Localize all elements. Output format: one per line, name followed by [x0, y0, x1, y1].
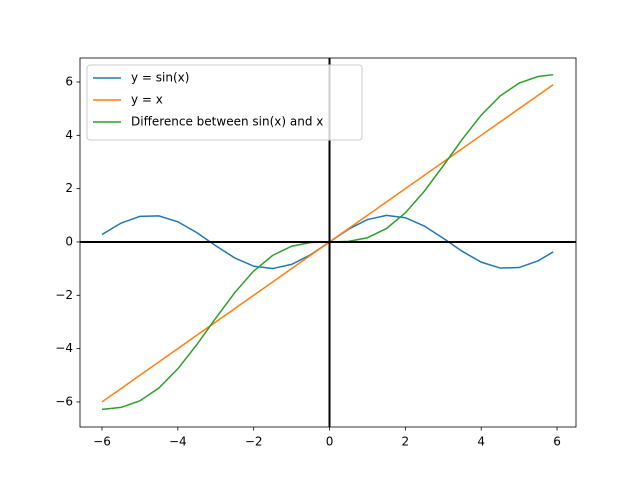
legend-label: Difference between sin(x) and x [131, 115, 323, 129]
y-tick-label: 2 [65, 181, 73, 195]
x-tick-label: 2 [402, 435, 410, 449]
plot-frame [79, 57, 577, 428]
legend-label: y = x [131, 93, 163, 107]
legend-label: y = sin(x) [131, 71, 189, 85]
y-tick-label: 0 [65, 234, 73, 248]
x-tick-label: 4 [477, 435, 485, 449]
x-tick-label: 0 [326, 435, 334, 449]
legend: y = sin(x) y = x Difference between sin(x)… [86, 64, 363, 141]
x-tick-label: −2 [245, 435, 263, 449]
y-tick-label: 6 [65, 74, 73, 88]
y-tick-label: −4 [55, 341, 73, 355]
x-tick-label: −4 [169, 435, 187, 449]
y-tick-label: −2 [55, 288, 73, 302]
y-tick-label: −6 [55, 394, 73, 408]
x-tick-label: 6 [553, 435, 561, 449]
x-tick-label: −6 [93, 435, 111, 449]
legend-box [86, 64, 363, 141]
y-tick-label: 4 [65, 128, 73, 142]
